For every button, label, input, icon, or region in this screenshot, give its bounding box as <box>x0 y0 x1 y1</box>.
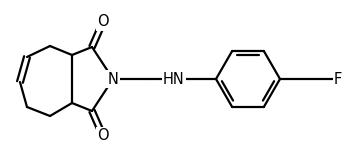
Text: HN: HN <box>163 72 185 86</box>
Text: F: F <box>334 72 342 86</box>
Text: N: N <box>108 72 118 86</box>
Text: O: O <box>97 15 109 30</box>
Text: O: O <box>97 128 109 143</box>
